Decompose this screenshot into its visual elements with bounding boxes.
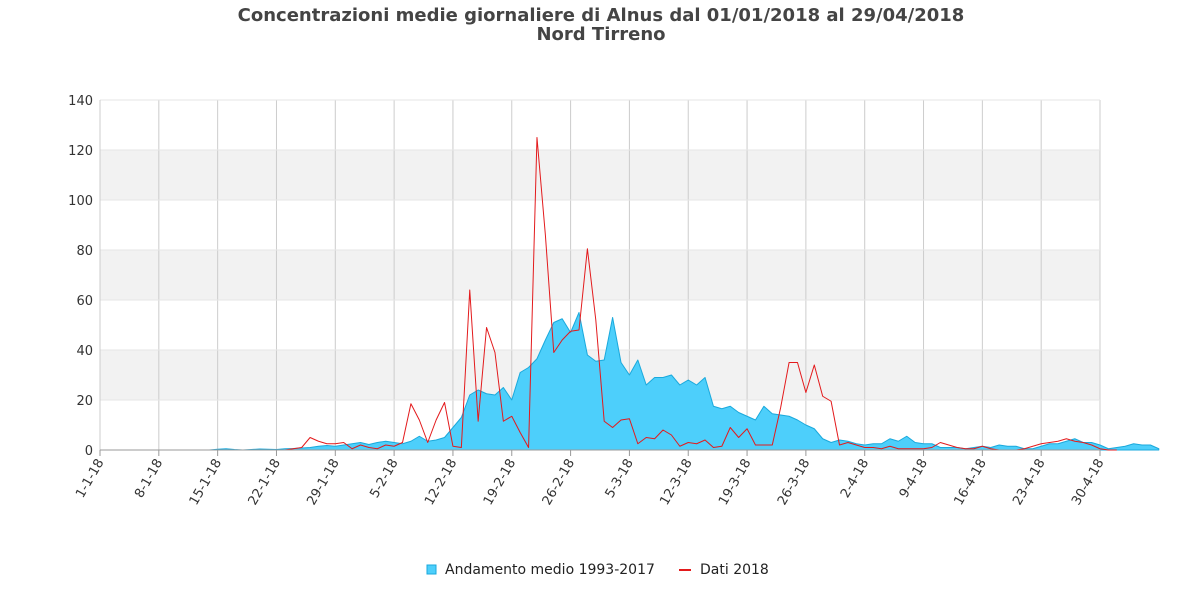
legend-label-historical-average: Andamento medio 1993-2017 [445, 562, 655, 578]
y-tick-label: 0 [85, 444, 93, 459]
y-tick-label: 120 [68, 144, 93, 159]
x-tick-label: 26-3-18 [775, 457, 813, 508]
x-tick-label: 22-1-18 [246, 457, 284, 508]
x-tick-label: 19-3-18 [716, 457, 754, 508]
legend-item-historical-average[interactable]: Andamento medio 1993-2017 [426, 562, 655, 578]
x-tick-label: 16-4-18 [951, 457, 989, 508]
x-tick-label: 1-1-18 [73, 457, 107, 501]
grid-band [100, 150, 1100, 200]
y-tick-label: 80 [76, 244, 93, 259]
x-tick-label: 5-3-18 [603, 457, 637, 501]
chart-title: Concentrazioni medie giornaliere di Alnu… [238, 5, 965, 26]
x-tick-label: 8-1-18 [132, 457, 166, 501]
x-tick-label: 15-1-18 [187, 457, 225, 508]
x-tick-label: 9-4-18 [897, 457, 931, 501]
legend-swatch-area [426, 564, 437, 575]
legend-label-2018-data: Dati 2018 [700, 562, 769, 578]
y-tick-label: 140 [68, 94, 93, 109]
y-tick-label: 60 [76, 294, 93, 309]
x-tick-label: 19-2-18 [481, 457, 519, 508]
x-tick-label: 29-1-18 [304, 457, 342, 508]
grid-band [100, 250, 1100, 300]
y-tick-label: 40 [76, 344, 93, 359]
y-tick-label: 100 [68, 194, 93, 209]
y-tick-label: 20 [76, 394, 93, 409]
axes [99, 100, 1101, 456]
x-axis-ticks: 1-1-18 8-1-18 15-1-18 22-1-18 29-1-18 5-2-18 1… [73, 457, 1107, 508]
legend[interactable]: Andamento medio 1993-2017 Dati 2018 [426, 562, 769, 578]
x-tick-label: 5-2-18 [367, 457, 401, 501]
x-tick-label: 12-2-18 [422, 457, 460, 508]
y-axis-ticks: 0 20 40 60 80 100 120 140 [68, 94, 93, 459]
legend-item-2018-data[interactable]: Dati 2018 [679, 562, 769, 578]
chart-subtitle: Nord Tirreno [536, 24, 665, 45]
x-tick-label: 12-3-18 [657, 457, 695, 508]
series-area-historical-average [99, 312, 1160, 451]
x-tick-label: 30-4-18 [1069, 457, 1107, 508]
x-tick-label: 23-4-18 [1010, 457, 1048, 508]
x-tick-label: 2-4-18 [838, 457, 872, 501]
grid-bands [100, 150, 1100, 400]
x-tick-label: 26-2-18 [540, 457, 578, 508]
